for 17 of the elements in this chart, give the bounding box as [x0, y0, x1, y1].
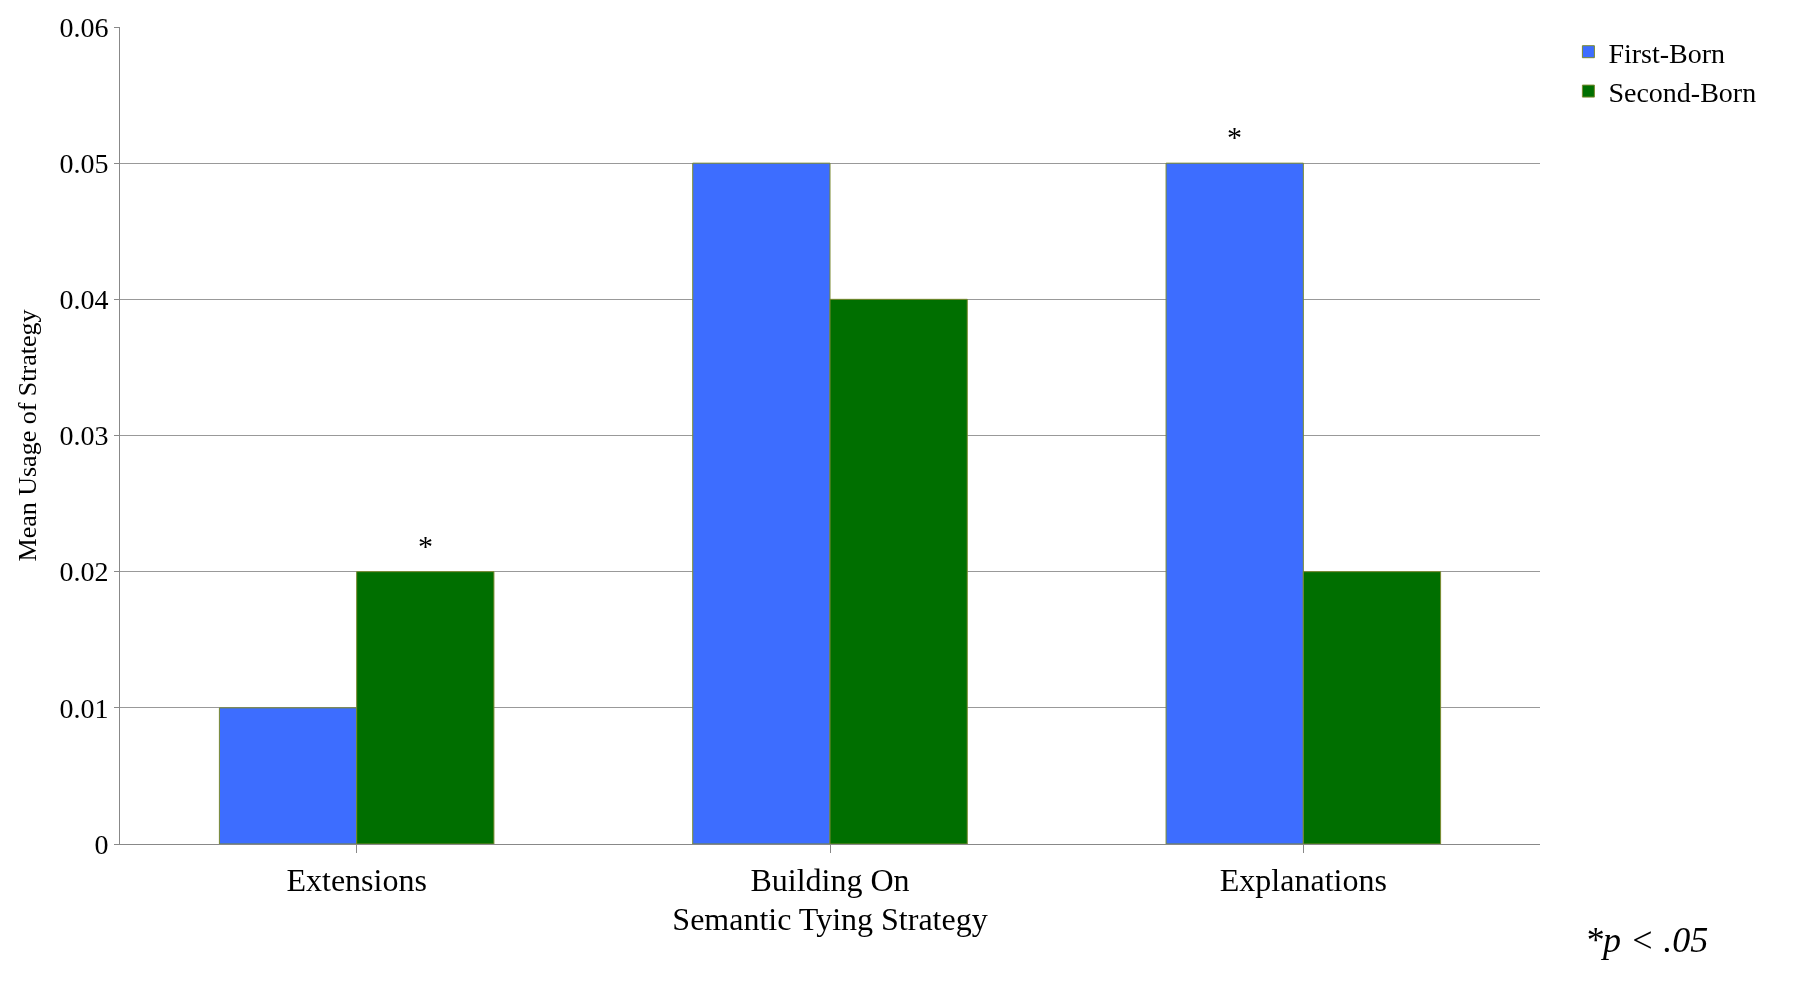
- y-axis-title: Mean Usage of Strategy: [12, 309, 42, 562]
- x-axis-title: Semantic Tying Strategy: [672, 901, 988, 938]
- legend-label: Second-Born: [1608, 77, 1757, 109]
- y-tick-label: 0.01: [59, 692, 109, 724]
- annotation: *: [1227, 120, 1242, 153]
- y-tick-label: 0.04: [59, 284, 109, 316]
- x-tick-label: Building On: [750, 862, 910, 899]
- x-tick-label: Explanations: [1219, 862, 1387, 899]
- y-tick-label: 0.05: [59, 147, 109, 179]
- x-tick-label: Extensions: [286, 862, 427, 899]
- y-tick-label: 0.06: [59, 11, 109, 43]
- y-tick-label: 0.02: [59, 556, 109, 588]
- y-tick-label: 0.03: [59, 420, 109, 452]
- annotation: *: [418, 529, 433, 562]
- text: *p < .05: [1585, 920, 1709, 960]
- y-tick-label: 0: [94, 828, 109, 860]
- legend-label: First-Born: [1608, 37, 1726, 69]
